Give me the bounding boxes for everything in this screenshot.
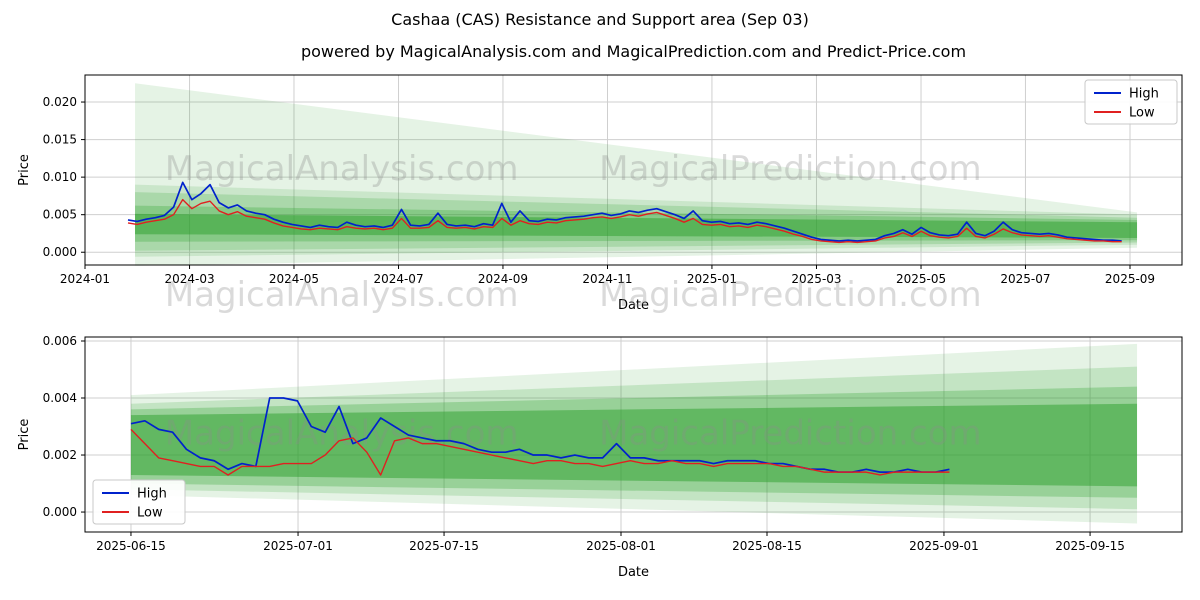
y-tick-label: 0.015 (43, 133, 77, 147)
legend-label-low: Low (1129, 106, 1155, 121)
x-tick-label: 2025-09-15 (1055, 539, 1125, 553)
tick-labels: 2024-01 2024-03 2024-05 2024-07 2024-09 2024-… (43, 95, 1155, 286)
y-axis-label: Price (17, 419, 32, 451)
x-tick-label: 2025-06-15 (96, 539, 166, 553)
y-tick-label: 0.002 (43, 448, 77, 462)
axes-frame (84, 336, 1183, 533)
support-resistance-bands (130, 343, 1138, 524)
watermark-prediction: MagicalPrediction.com (599, 414, 982, 454)
x-tick-label: 2024-07 (373, 272, 423, 286)
y-tick-label: 0.010 (43, 170, 77, 184)
legend-label-low: Low (137, 506, 163, 521)
x-tick-label: 2024-11 (582, 272, 632, 286)
y-tick-label: 0.020 (43, 95, 77, 109)
y-tick-label: 0.006 (43, 334, 77, 348)
x-tick-label: 2024-03 (164, 272, 214, 286)
x-tick-label: 2025-07-15 (409, 539, 479, 553)
low-line (130, 428, 950, 476)
y-tick-label: 0.005 (43, 208, 77, 222)
legend: High Low (92, 479, 186, 525)
x-tick-label: 2024-01 (60, 272, 110, 286)
axes-frame (84, 74, 1183, 266)
y-tick-label: 0.000 (43, 245, 77, 259)
watermark-analysis: MagicalAnalysis.com (165, 149, 519, 189)
y-tick-label: 0.004 (43, 391, 77, 405)
x-tick-label: 2024-09 (478, 272, 528, 286)
chart-title: Cashaa (CAS) Resistance and Support area… (391, 10, 809, 29)
x-tick-label: 2025-08-01 (586, 539, 656, 553)
watermark-prediction: MagicalPrediction.com (599, 149, 982, 189)
x-axis-label: Date (618, 565, 649, 580)
y-tick-label: 0.000 (43, 505, 77, 519)
x-tick-label: 2025-08-15 (732, 539, 802, 553)
x-axis-label: Date (618, 298, 649, 313)
chart-subtitle: powered by MagicalAnalysis.com and Magic… (300, 42, 967, 61)
x-tick-label: 2025-05 (896, 272, 946, 286)
x-tick-label: 2025-03 (791, 272, 841, 286)
x-tick-label: 2025-07-01 (263, 539, 333, 553)
watermark-analysis-mid: MagicalAnalysis.com (165, 275, 519, 315)
legend-label-high: High (137, 487, 167, 502)
subplot-1: MagicalAnalysis.com MagicalPrediction.com… (17, 334, 1183, 580)
x-tick-label: 2025-07 (1000, 272, 1050, 286)
tick-labels: 2025-06-15 2025-07-01 2025-07-15 2025-08-01… (43, 334, 1125, 553)
watermark-analysis: MagicalAnalysis.com (165, 414, 519, 454)
legend-label-high: High (1129, 87, 1159, 102)
low-line (127, 198, 1122, 244)
high-line (127, 181, 1122, 242)
x-tick-label: 2025-09-01 (909, 539, 979, 553)
y-axis-label: Price (17, 154, 32, 186)
x-tick-label: 2025-09 (1105, 272, 1155, 286)
x-tick-label: 2024-05 (269, 272, 319, 286)
x-tick-label: 2025-01 (687, 272, 737, 286)
watermark-prediction-mid: MagicalPrediction.com (599, 275, 982, 315)
legend: High Low (1084, 79, 1178, 125)
subplot-0: MagicalAnalysis.com MagicalPrediction.com… (17, 74, 1183, 313)
